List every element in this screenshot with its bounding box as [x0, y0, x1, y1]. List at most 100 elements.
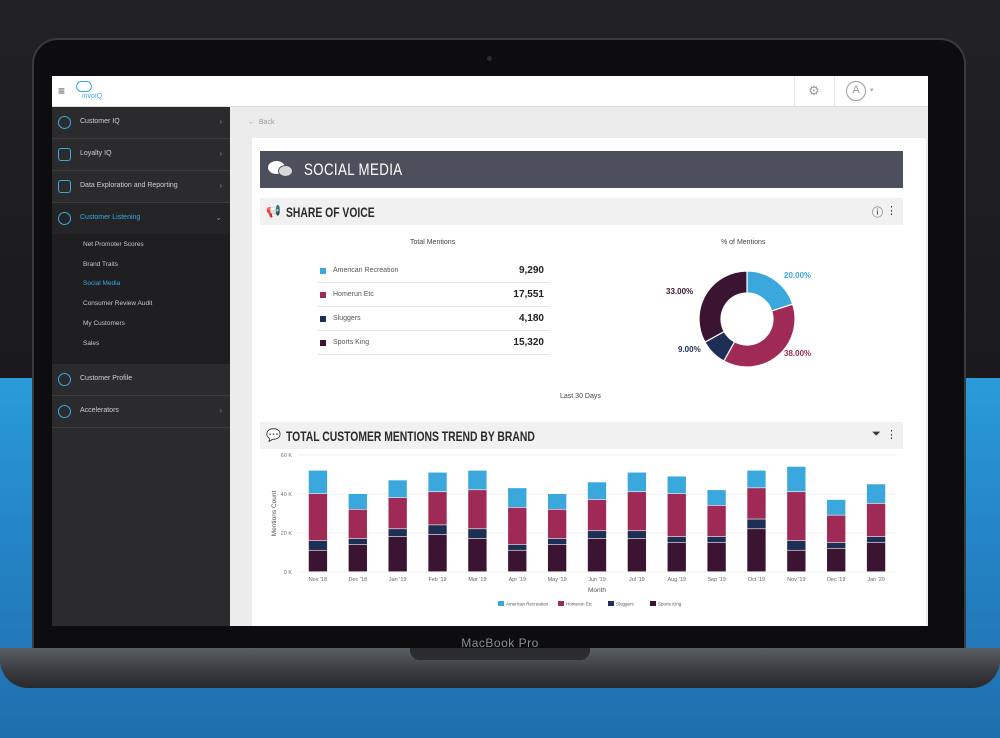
bar-segment-homerun-etc[interactable]: [787, 492, 806, 541]
bar-segment-american-recreation[interactable]: [707, 490, 726, 506]
sidebar-item-label: Accelerators: [80, 407, 119, 414]
bar-segment-sluggers[interactable]: [747, 519, 766, 529]
bar-segment-sports-king[interactable]: [388, 536, 407, 572]
bar-segment-american-recreation[interactable]: [508, 488, 527, 508]
bar-segment-homerun-etc[interactable]: [468, 490, 487, 529]
bar-segment-sports-king[interactable]: [667, 542, 686, 572]
bar-segment-homerun-etc[interactable]: [308, 494, 328, 541]
bar-segment-sports-king[interactable]: [348, 544, 367, 572]
bar-segment-homerun-etc[interactable]: [627, 492, 647, 531]
submenu-item-net-promoter-scores[interactable]: Net Promoter Scores: [83, 241, 144, 248]
donut-slice-homerun-etc[interactable]: [723, 303, 796, 368]
bar-segment-sluggers[interactable]: [428, 525, 447, 535]
sidebar-item-data-exploration[interactable]: Data Exploration and Reporting ›: [52, 171, 230, 203]
chevron-down-icon[interactable]: ▾: [870, 87, 874, 94]
bar-segment-sports-king[interactable]: [747, 529, 766, 572]
bar-segment-sluggers[interactable]: [827, 542, 846, 548]
bar-segment-sluggers[interactable]: [388, 529, 407, 537]
submenu-item-sales[interactable]: Sales: [83, 340, 100, 347]
filter-icon[interactable]: ⏷: [872, 428, 881, 440]
bar-segment-american-recreation[interactable]: [827, 499, 846, 515]
submenu-item-consumer-review-audit[interactable]: Consumer Review Audit: [83, 300, 153, 307]
legend-label[interactable]: Sports King: [658, 602, 682, 607]
sidebar-item-label: Customer Listening: [80, 214, 141, 221]
submenu-item-brand-traits[interactable]: Brand Traits: [83, 261, 119, 268]
bar-segment-sluggers[interactable]: [468, 529, 487, 539]
bar-segment-american-recreation[interactable]: [627, 472, 647, 492]
more-options-icon[interactable]: ⋮: [886, 429, 897, 441]
bar-segment-homerun-etc[interactable]: [348, 509, 367, 539]
bar-segment-sluggers[interactable]: [308, 540, 328, 550]
bar-segment-sluggers[interactable]: [667, 536, 686, 543]
sidebar-item-customer-profile[interactable]: Customer Profile: [52, 364, 230, 396]
app-logo[interactable]: invoIQ: [74, 80, 114, 104]
bar-segment-homerun-etc[interactable]: [667, 494, 686, 537]
bar-segment-american-recreation[interactable]: [428, 472, 447, 492]
donut-label-homerun-etc: 38.00%: [784, 349, 812, 358]
x-tick-label: Dec '19: [827, 577, 845, 583]
bar-segment-homerun-etc[interactable]: [587, 499, 607, 531]
x-axis-label: Month: [588, 587, 606, 594]
top-bar: ≡ invoIQ ⚙ A ▾: [52, 76, 928, 107]
legend-swatch: [498, 601, 504, 606]
bar-segment-sluggers[interactable]: [508, 544, 527, 550]
bar-segment-american-recreation[interactable]: [587, 482, 607, 500]
chevron-right-icon: ›: [219, 117, 222, 126]
submenu-item-my-customers[interactable]: My Customers: [83, 320, 125, 327]
bar-segment-sports-king[interactable]: [428, 534, 447, 572]
bar-segment-american-recreation[interactable]: [348, 494, 367, 509]
bar-segment-sports-king[interactable]: [468, 538, 487, 572]
bar-segment-sluggers[interactable]: [547, 538, 567, 545]
bar-segment-homerun-etc[interactable]: [827, 515, 846, 543]
bar-segment-homerun-etc[interactable]: [866, 503, 886, 537]
bar-segment-sluggers[interactable]: [348, 538, 367, 545]
back-link[interactable]: ← Back: [248, 119, 274, 126]
x-tick-label: Jul '19: [629, 577, 645, 583]
donut-slice-sports-king[interactable]: [698, 270, 748, 343]
bar-segment-homerun-etc[interactable]: [707, 505, 726, 537]
bar-segment-homerun-etc[interactable]: [388, 497, 407, 529]
info-icon[interactable]: ⓘ: [872, 207, 883, 219]
bar-segment-sluggers[interactable]: [587, 531, 607, 539]
bar-segment-sports-king[interactable]: [308, 550, 328, 572]
bar-segment-sports-king[interactable]: [627, 538, 647, 572]
sidebar-item-customer-iq[interactable]: Customer IQ ›: [52, 107, 230, 139]
bar-segment-sports-king[interactable]: [827, 548, 846, 572]
legend-label[interactable]: American Recreation: [506, 602, 549, 607]
bar-segment-american-recreation[interactable]: [547, 494, 567, 509]
bar-segment-american-recreation[interactable]: [468, 470, 487, 490]
bar-segment-sports-king[interactable]: [866, 542, 886, 572]
bar-segment-sports-king[interactable]: [547, 544, 567, 572]
more-options-icon[interactable]: ⋮: [886, 205, 897, 217]
bar-segment-sluggers[interactable]: [627, 531, 647, 539]
legend-label[interactable]: Sluggers: [616, 602, 635, 607]
brand-mentions-value: 15,320: [513, 337, 544, 348]
submenu-item-social-media[interactable]: Social Media: [83, 280, 121, 287]
bar-segment-sports-king[interactable]: [787, 550, 806, 572]
bar-segment-homerun-etc[interactable]: [547, 509, 567, 539]
bar-segment-sports-king[interactable]: [508, 550, 527, 572]
bar-segment-american-recreation[interactable]: [787, 466, 806, 492]
bar-segment-sluggers[interactable]: [866, 536, 886, 543]
bar-segment-homerun-etc[interactable]: [428, 492, 447, 525]
sidebar-item-loyalty-iq[interactable]: Loyalty IQ ›: [52, 139, 230, 171]
user-avatar[interactable]: A: [846, 81, 866, 101]
bar-segment-homerun-etc[interactable]: [508, 507, 527, 545]
sidebar-item-accelerators[interactable]: Accelerators ›: [52, 396, 230, 428]
bar-segment-sports-king[interactable]: [707, 542, 726, 572]
laptop-brand-label: MacBook Pro: [461, 636, 539, 650]
bar-segment-american-recreation[interactable]: [667, 476, 686, 494]
gear-icon[interactable]: ⚙: [808, 83, 820, 98]
bar-segment-sluggers[interactable]: [707, 536, 726, 543]
bar-segment-sluggers[interactable]: [787, 540, 806, 550]
y-tick-label: 0 K: [284, 570, 293, 576]
bar-segment-homerun-etc[interactable]: [747, 488, 766, 519]
legend-label[interactable]: Homerun Etc: [566, 602, 593, 607]
bar-segment-american-recreation[interactable]: [866, 484, 886, 504]
bar-segment-sports-king[interactable]: [587, 538, 607, 572]
bar-segment-american-recreation[interactable]: [747, 470, 766, 488]
bar-segment-american-recreation[interactable]: [388, 480, 407, 498]
hamburger-menu-icon[interactable]: ≡: [58, 84, 66, 98]
bar-segment-american-recreation[interactable]: [308, 470, 328, 494]
sidebar-item-customer-listening[interactable]: Customer Listening ⌄: [52, 203, 230, 235]
